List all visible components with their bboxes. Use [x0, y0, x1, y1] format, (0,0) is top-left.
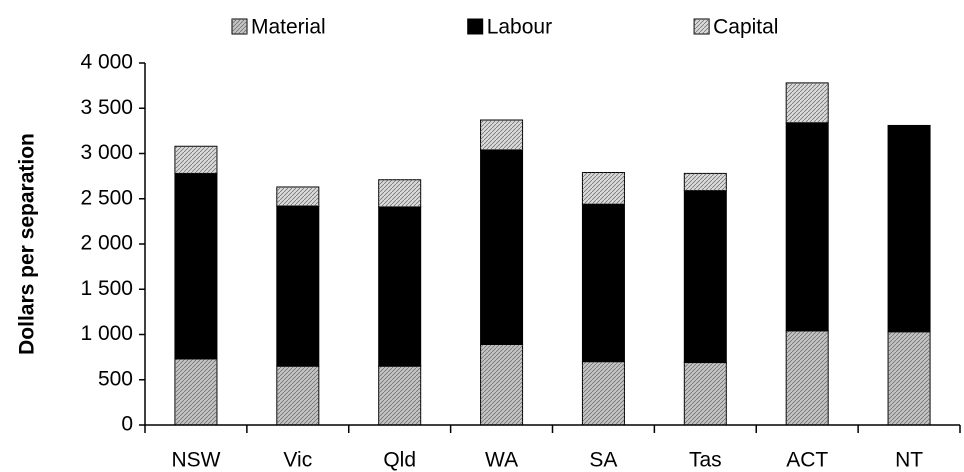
x-tick-label: Vic	[283, 449, 312, 472]
y-axis-title: Dollars per separation	[16, 133, 39, 355]
bar-segment	[581, 203, 625, 363]
x-tick-label: NT	[895, 449, 923, 472]
bar-segment	[683, 172, 727, 192]
bar-segment	[480, 149, 524, 345]
bar-segment	[276, 365, 320, 426]
bar-segment	[480, 343, 524, 426]
bar-segment	[581, 361, 625, 426]
bar-segment	[480, 119, 524, 151]
bar-segment	[683, 362, 727, 426]
bar-segment	[887, 331, 931, 426]
bar-segment	[378, 179, 422, 208]
x-tick-label: WA	[485, 449, 518, 472]
bar-segment	[174, 172, 218, 360]
y-tick-label: 1 000	[80, 322, 133, 345]
bar-segment	[174, 145, 218, 174]
y-tick-label: 2 000	[80, 232, 133, 255]
y-tick-label: 3 000	[80, 141, 133, 164]
bar-segment	[276, 186, 320, 207]
y-tick-label: 500	[98, 367, 133, 390]
y-tick-label: 2 500	[80, 186, 133, 209]
x-tick-label: SA	[589, 449, 617, 472]
x-tick-label: Tas	[689, 449, 722, 472]
y-tick-label: 0	[121, 413, 133, 436]
bar-segment	[276, 205, 320, 367]
x-tick-label: Qld	[383, 449, 416, 472]
bar-segment	[785, 122, 829, 332]
x-tick-label: NSW	[171, 449, 220, 472]
legend-hatch	[232, 19, 247, 34]
x-tick-label: ACT	[786, 449, 828, 472]
y-tick-label: 3 500	[80, 96, 133, 119]
bar-segment	[378, 365, 422, 426]
legend-swatch	[467, 18, 484, 35]
legend-hatch	[694, 19, 710, 34]
bar-segment	[581, 172, 625, 205]
legend-label: Capital	[713, 16, 778, 39]
y-tick-label: 1 500	[80, 277, 133, 300]
bar-segment	[174, 358, 218, 426]
legend-label: Material	[251, 16, 326, 39]
bar-segment	[785, 330, 829, 426]
legend-label: Labour	[487, 16, 552, 39]
bar-segment	[785, 82, 829, 124]
y-tick-label: 4 000	[80, 51, 133, 74]
bar-segment	[887, 124, 931, 333]
bar-segment	[683, 190, 727, 364]
bar-segment	[378, 206, 422, 367]
